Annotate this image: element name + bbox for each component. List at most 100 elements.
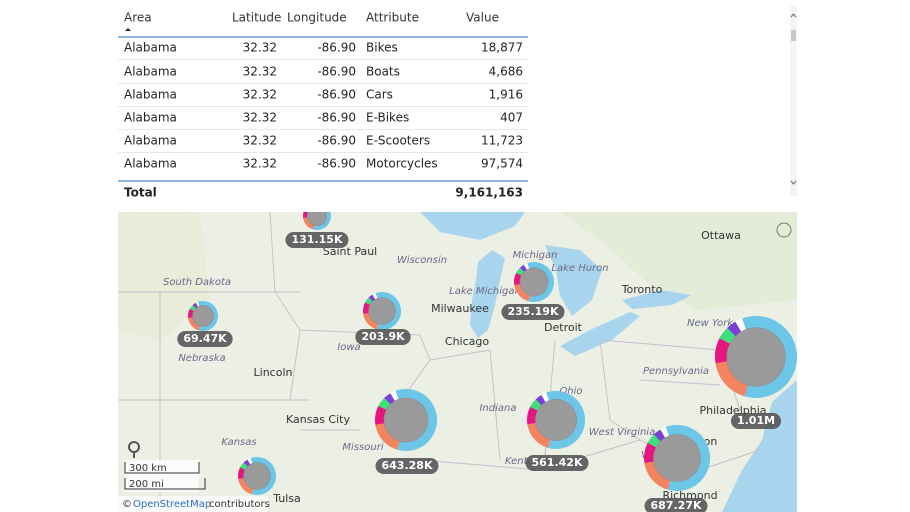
place-label: Lake Michigan (449, 286, 521, 297)
table-panel (118, 0, 797, 210)
lakes (420, 212, 797, 512)
donut-marker[interactable] (236, 455, 278, 497)
table-cell: 32.32 (243, 65, 277, 79)
table-cell: Alabama (124, 88, 177, 102)
marker-segment (363, 291, 402, 330)
marker-segment (238, 456, 277, 495)
table-cell: E-Scooters (366, 134, 430, 148)
canada (560, 212, 797, 310)
attribution-text: contributors (209, 499, 270, 510)
marker-segment (303, 212, 332, 231)
donut-marker[interactable] (512, 260, 556, 304)
table-cell: -86.90 (317, 134, 356, 148)
marker-segment (526, 391, 585, 450)
column-header[interactable]: Longitude (287, 11, 347, 25)
scale-box (125, 460, 199, 492)
marker-core (519, 267, 549, 297)
marker-label-bg (525, 455, 589, 471)
donut-marker[interactable] (372, 386, 440, 454)
column-header[interactable]: Attribute (366, 11, 419, 25)
attribution-symbol: © (122, 499, 132, 510)
place-label: Ottawa (701, 229, 741, 242)
place-label: Saint Paul (323, 245, 377, 258)
table-cell: 32.32 (243, 157, 277, 171)
plains (118, 212, 210, 340)
table-cell: Alabama (124, 111, 177, 125)
table-cell: Bikes (366, 41, 398, 55)
marker-label: 1.01M (737, 414, 775, 427)
marker-segment (374, 389, 437, 452)
place-label: Kansas City (286, 413, 350, 426)
place-label: Toronto (621, 283, 663, 296)
table-cell: 407 (500, 111, 523, 125)
marker-label-bg (375, 458, 439, 474)
table-cell: Cars (366, 88, 393, 102)
scale-km: 300 km (129, 463, 167, 474)
table-cell: 32.32 (243, 111, 277, 125)
table-cell: Alabama (124, 157, 177, 171)
marker-label-bg (644, 498, 708, 512)
marker-segment (188, 300, 219, 331)
marker-label-bg (501, 304, 565, 320)
place-label: Chicago (445, 335, 489, 348)
table-cell: Boats (366, 65, 400, 79)
place-label: Kansas (221, 437, 256, 448)
marker-label: 203.9K (361, 330, 405, 343)
table-cell: 32.32 (243, 88, 277, 102)
table-cell: Alabama (124, 65, 177, 79)
scroll-arrows[interactable] (790, 13, 797, 185)
donut-marker[interactable] (302, 201, 333, 232)
table-cell: 18,877 (481, 41, 523, 55)
marker-label-bg (730, 413, 782, 429)
table-cell: -86.90 (317, 65, 356, 79)
marker-core (383, 397, 429, 443)
donut-marker[interactable] (186, 299, 219, 332)
marker-core (306, 212, 328, 227)
place-label: Wisconsin (397, 255, 447, 266)
table-cell: Alabama (124, 134, 177, 148)
scroll-thumb[interactable] (791, 30, 796, 41)
place-label: Missouri (342, 442, 383, 453)
place-label: Pennsylvania (643, 366, 709, 377)
marker-label-bg (285, 232, 349, 248)
place-label: Lincoln (254, 366, 293, 379)
map: Ottawa Saint Paul Wisconsin South Dakota Mic… (118, 201, 801, 512)
scale-bars (124, 462, 206, 490)
table-cell: Motorcycles (366, 157, 438, 171)
scrollbar[interactable] (790, 6, 797, 196)
table-cell: 4,686 (489, 65, 523, 79)
donut-marker[interactable] (641, 422, 714, 495)
table-cell: 1,916 (489, 88, 523, 102)
attribution-link[interactable]: OpenStreetMap (133, 499, 211, 510)
marker-core (534, 398, 578, 442)
marker-segment (374, 389, 437, 452)
marker-segment (513, 262, 554, 303)
marker-label: 131.15K (292, 233, 343, 246)
place-label: Indiana (479, 403, 516, 414)
table-cell: Alabama (124, 41, 177, 55)
marker-segment (238, 456, 277, 495)
place-label: Milwaukee (431, 302, 489, 315)
marker-label: 69.47K (183, 332, 227, 345)
place-label: Lake Huron (551, 263, 608, 274)
place-label: Michigan (513, 250, 558, 261)
marker-segment (188, 300, 219, 331)
donut-marker[interactable] (361, 290, 403, 332)
place-label: Tulsa (272, 492, 301, 505)
marker-core (652, 433, 702, 483)
donut-marker[interactable] (711, 312, 801, 402)
marker-label: 235.19K (508, 305, 559, 318)
sort-arrow[interactable] (125, 28, 131, 31)
donut-marker[interactable] (524, 388, 588, 452)
marker-core (725, 326, 787, 388)
column-header[interactable]: Latitude (232, 11, 281, 25)
column-header[interactable]: Value (466, 11, 499, 25)
table-cell: -86.90 (317, 111, 356, 125)
column-header[interactable]: Area (124, 11, 152, 25)
total-value: 9,161,163 (455, 186, 523, 200)
marker-core (242, 461, 272, 491)
marker-segment (643, 425, 710, 492)
info-icon[interactable] (776, 222, 792, 238)
